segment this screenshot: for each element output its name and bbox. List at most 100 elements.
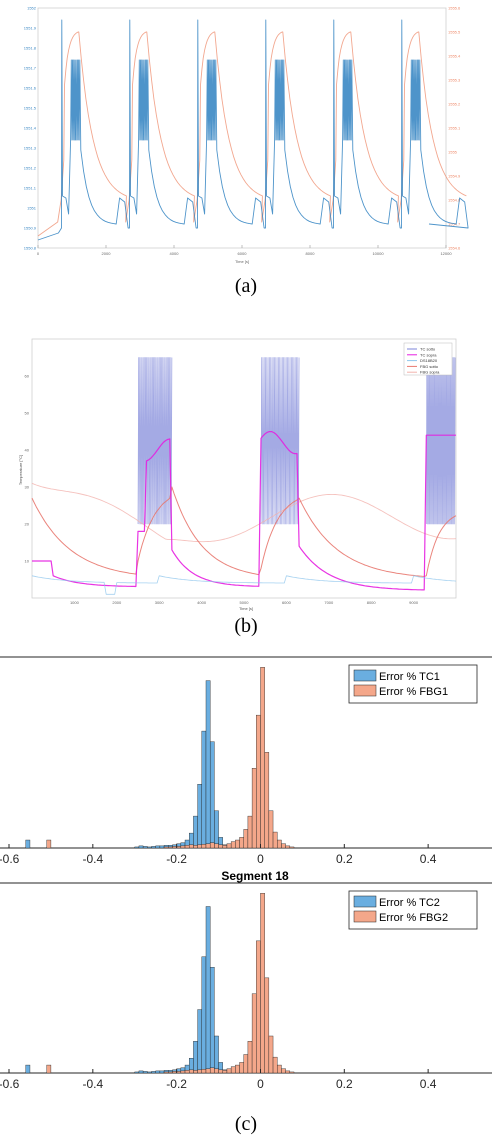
c2-bar-fbg: [163, 1071, 169, 1074]
c1-bar-tc: [214, 810, 219, 849]
c1-bar-fbg: [189, 844, 194, 849]
panel-a: 0 2000 4000 6000 8000 10000 12000 1550.8 1550.9 1…: [24, 6, 469, 264]
a-y-right-tick-label: 1554.6: [448, 246, 461, 251]
c1-bar-tc: [155, 845, 161, 849]
c2-bar-tc: [134, 1071, 140, 1074]
c2-legend-swatch: [353, 910, 377, 923]
c2-bar-tc: [197, 1009, 203, 1074]
b-legend-label: FBG sotto: [420, 364, 439, 369]
c1-bar-fbg: [235, 839, 240, 849]
c2-bar-fbg: [218, 1069, 223, 1074]
a-x-tick-label: 4000: [170, 251, 180, 256]
c2-bar-fbg: [235, 1064, 240, 1074]
a-y-left-tick-label: 1550.9: [24, 226, 37, 231]
c2-bar-tc: [209, 967, 215, 1074]
c2-bar-fbg: [285, 1070, 291, 1074]
c1-bar-tc: [159, 845, 165, 849]
a-x-tick-label: 8000: [306, 251, 316, 256]
c2-bar-fbg: [239, 1062, 244, 1074]
c1-x-tick-label: 0: [257, 852, 264, 866]
c1-x-tick-label: -0.4: [82, 852, 103, 866]
a-y-left-tick-label: 1551.5: [24, 106, 37, 111]
a-y-left-tick-label: 1552: [27, 6, 37, 11]
c2-bar-tc: [151, 1071, 156, 1074]
c1-bar-fbg: [230, 841, 236, 849]
a-y-left-tick-label: 1551.6: [24, 86, 37, 91]
c1-bar-fbg: [264, 752, 270, 849]
b-legend-label: TC sopra: [420, 352, 437, 357]
c2-x-tick-label: -0.6: [0, 1077, 20, 1091]
a-y-right-tick-label: 1555.6: [448, 6, 461, 11]
b-x-tick-label: 2000: [112, 600, 122, 605]
c2-bar-tc: [138, 1070, 144, 1074]
c1-ticks: -0.6 -0.4 -0.2 0 0.2 0.4: [0, 844, 437, 866]
c1-bar-tc: [193, 815, 198, 849]
a-y-right-tick-label: 1555.4: [448, 54, 461, 59]
c2-legend-swatch: [353, 895, 377, 908]
c1-bar-fbg: [251, 768, 257, 849]
c2-bar-tc: [214, 1035, 219, 1074]
b-series-tc-sotto: [425, 357, 456, 525]
b-x-tick-label: 3000: [155, 600, 165, 605]
c1-bar-fbg: [201, 844, 207, 849]
c2-x-tick-label: -0.2: [166, 1077, 187, 1091]
c1-bar-tc: [197, 784, 203, 849]
c2-bar-fbg: [176, 1071, 182, 1074]
panel-b-y-axis-label: Temperature [°C]: [18, 455, 23, 485]
c1-bar-fbg: [168, 846, 173, 849]
a-y-right-tick-label: 1555.3: [448, 78, 461, 83]
c1-bar-fbg: [222, 845, 228, 849]
c1-bar-tc: [209, 741, 215, 849]
panel-a-ticks: 0 2000 4000 6000 8000 10000 12000 1550.8 1550.9 1…: [24, 6, 461, 257]
c1-bar-fbg: [205, 843, 211, 849]
a-x-tick-label: 6000: [238, 251, 248, 256]
c1-bar-fbg: [247, 815, 253, 849]
panel-a-plot-area: [37, 7, 447, 249]
c1-bar-tc: [147, 846, 152, 849]
a-y-left-tick-label: 1551.8: [24, 46, 37, 51]
c2-bar-tc: [147, 1071, 152, 1074]
a-x-tick-label: 2000: [102, 251, 112, 256]
b-x-tick-label: 5000: [240, 600, 250, 605]
b-x-tick-label: 8000: [367, 600, 377, 605]
b-y-tick-label: 60: [25, 374, 30, 379]
c1-bar-fbg: [180, 845, 186, 849]
c1-bar-fbg: [184, 845, 190, 849]
a-y-left-tick-label: 1550.8: [24, 246, 37, 251]
c1-bar-fbg: [193, 845, 198, 849]
c2-bar-fbg: [264, 977, 270, 1074]
c1-bar-tc: [25, 839, 31, 849]
c2-bar-fbg: [214, 1068, 219, 1074]
c1-bar-fbg: [218, 844, 223, 849]
a-y-right-tick-label: 1554.9: [448, 174, 461, 179]
b-series-tc-sotto: [137, 357, 173, 525]
a-y-left-tick-label: 1551.9: [24, 26, 37, 31]
a-y-left-tick-label: 1551: [27, 206, 37, 211]
panel-b-series: [31, 357, 457, 595]
c2-x-tick-label: -0.4: [82, 1077, 103, 1091]
panel-b-plot-area: [31, 338, 457, 599]
c2-bar-fbg: [209, 1067, 215, 1074]
c1-bar-tc: [201, 730, 207, 849]
b-legend-label: TC sotto: [420, 347, 436, 352]
c1-bar-tc: [134, 846, 140, 849]
c1-bar-fbg: [176, 846, 182, 849]
c2-legend: Error % TC2 Error % FBG2: [348, 890, 478, 930]
b-series-fbg-sopra: [31, 482, 457, 543]
c1-bar-fbg: [272, 831, 278, 849]
b-series-tc-sotto: [260, 357, 300, 525]
c2-bar-fbg: [172, 1071, 177, 1074]
c2-bar-fbg: [247, 1041, 253, 1074]
c2-bar-tc: [155, 1070, 161, 1074]
caption-c: (c): [235, 1113, 257, 1135]
b-x-tick-label: 4000: [197, 600, 207, 605]
c1-bar-tc: [205, 680, 211, 849]
a-y-left-tick-label: 1551.7: [24, 66, 37, 71]
b-legend-label: FBG sopra: [420, 370, 440, 375]
a-x-tick-label: 12000: [440, 251, 452, 256]
c1-bar-tc: [142, 846, 148, 849]
c2-bar-fbg: [205, 1068, 211, 1074]
a-y-left-tick-label: 1551.1: [24, 186, 37, 191]
b-series-ds18b20: [31, 575, 457, 595]
